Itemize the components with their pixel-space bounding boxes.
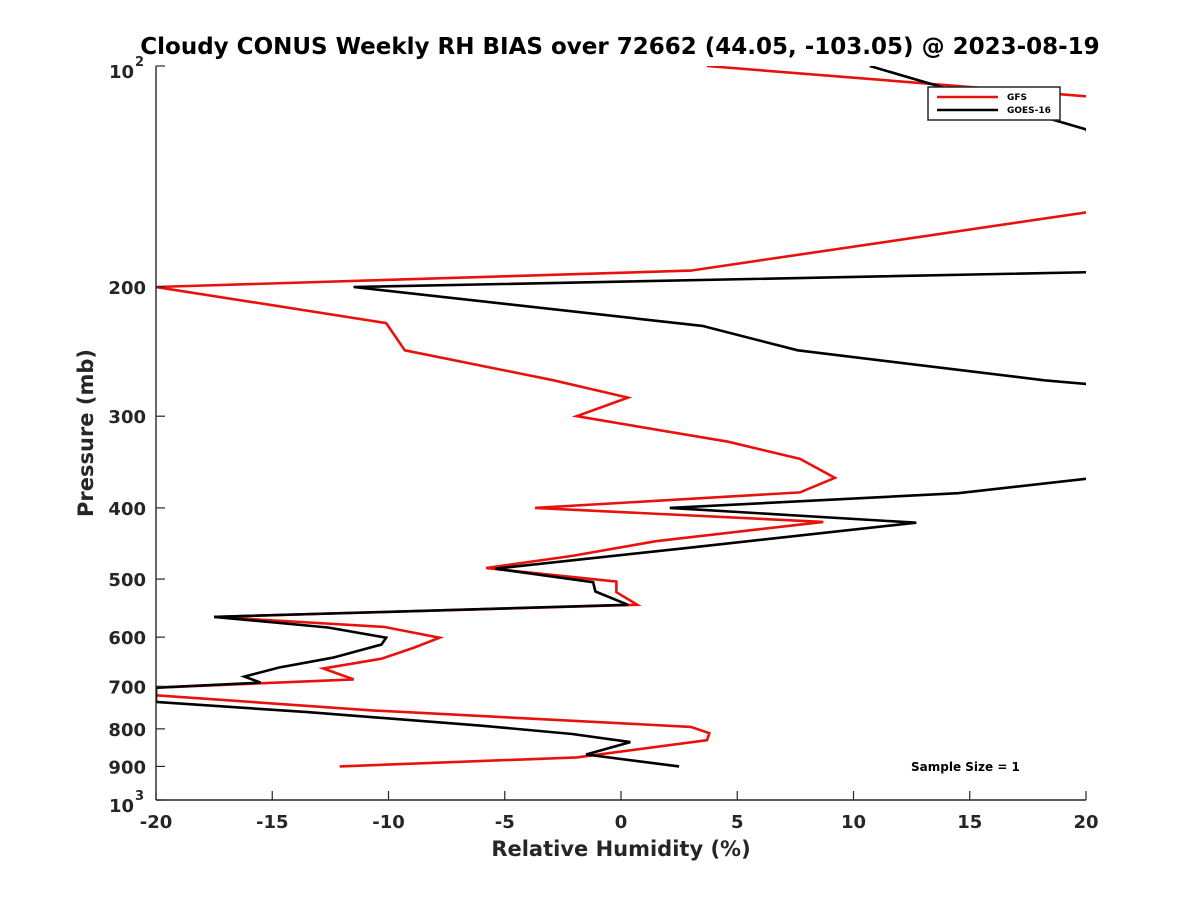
x-tick-label: 0 <box>615 812 628 833</box>
x-tick-label: -5 <box>495 812 515 833</box>
x-tick-label: 10 <box>841 812 866 833</box>
y-tick-label: 900 <box>108 757 146 778</box>
legend-label: GFS <box>1007 93 1027 103</box>
x-tick-label: -20 <box>140 812 173 833</box>
y-tick-label: 10 <box>109 796 134 817</box>
y-tick-exponent: 2 <box>135 55 144 70</box>
legend-box <box>927 86 1061 121</box>
x-tick-label: 15 <box>957 812 982 833</box>
series-group <box>156 66 1086 768</box>
y-tick-label: 200 <box>108 278 146 299</box>
y-tick-label: 500 <box>108 570 146 591</box>
y-tick-label: 300 <box>108 407 146 428</box>
plot-area <box>156 66 1086 768</box>
legend: GFS GOES-16 <box>927 86 1061 121</box>
y-tick-label: 700 <box>108 677 146 698</box>
series-line-gfs <box>156 66 1086 768</box>
x-tick-label: -10 <box>372 812 405 833</box>
x-tick-label: 20 <box>1073 812 1098 833</box>
y-tick-label: 400 <box>108 499 146 520</box>
x-tick-label: 5 <box>731 812 744 833</box>
y-tick-label: 600 <box>108 628 146 649</box>
x-axis-label: Relative Humidity (%) <box>491 837 750 861</box>
y-axis-label: Pressure (mb) <box>74 349 98 517</box>
sample-size-annotation: Sample Size = 1 <box>911 760 1020 774</box>
legend-label: GOES-16 <box>1007 106 1051 116</box>
y-tick-label: 800 <box>108 720 146 741</box>
series-line-goes-16 <box>156 66 1086 768</box>
x-tick-label: -15 <box>256 812 289 833</box>
y-tick-exponent: 3 <box>135 789 144 804</box>
y-tick-label: 10 <box>109 62 134 83</box>
chart-title: Cloudy CONUS Weekly RH BIAS over 72662 (… <box>140 34 1099 60</box>
